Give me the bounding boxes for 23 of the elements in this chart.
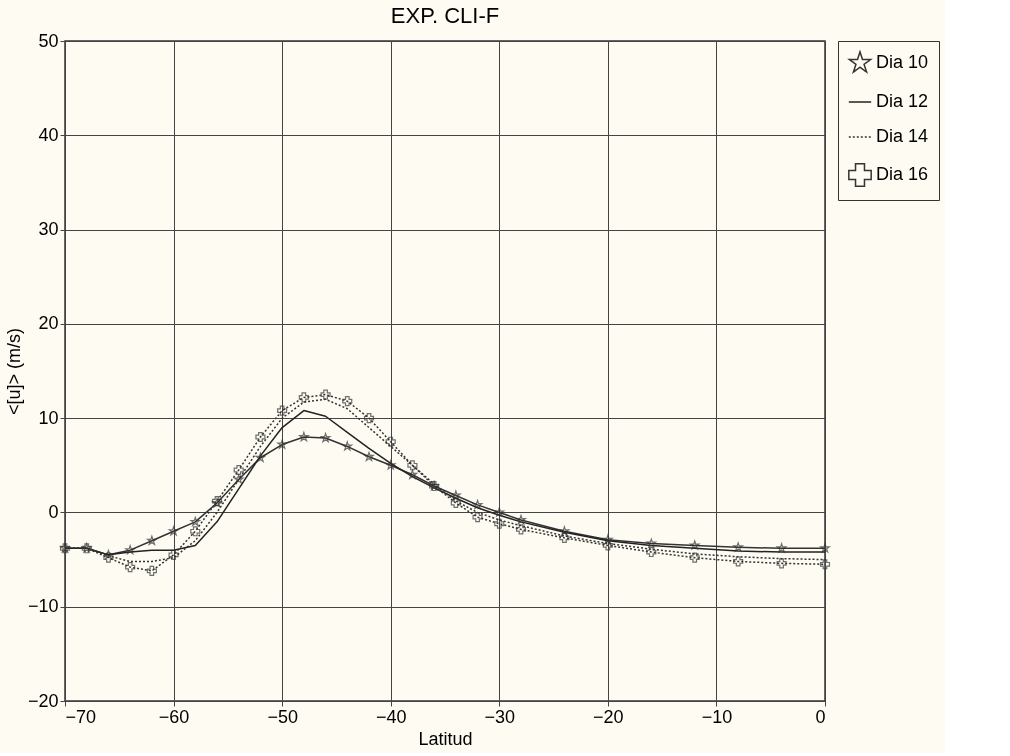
y-tick-label: 50 — [38, 30, 59, 51]
y-tick-label: 0 — [48, 501, 59, 522]
legend-label: Dia 16 — [876, 164, 929, 184]
x-tick-label: −10 — [701, 706, 733, 727]
y-tick-label: 20 — [38, 313, 59, 334]
y-tick-label: 10 — [38, 407, 59, 428]
x-axis-title: Latitud — [418, 728, 473, 749]
x-tick-label: −20 — [593, 706, 624, 727]
x-tick-label: −30 — [484, 706, 516, 727]
x-tick-label: 0 — [815, 706, 826, 727]
x-tick-label: −50 — [267, 706, 298, 727]
x-tick-label: −60 — [158, 706, 190, 727]
legend-label: Dia 12 — [876, 91, 929, 111]
y-tick-label: 30 — [38, 219, 59, 240]
y-tick-label: 40 — [38, 124, 59, 145]
legend-label: Dia 10 — [876, 52, 929, 72]
x-tick-label: −70 — [65, 706, 97, 727]
y-axis-title: <[u]> (m/s) — [3, 327, 24, 416]
x-tick-label: −40 — [375, 706, 407, 727]
y-tick-label: −20 — [27, 690, 59, 711]
y-tick-label: −10 — [27, 596, 59, 617]
chart-title: EXP. CLI-F — [390, 3, 500, 28]
legend-label: Dia 14 — [876, 126, 929, 146]
